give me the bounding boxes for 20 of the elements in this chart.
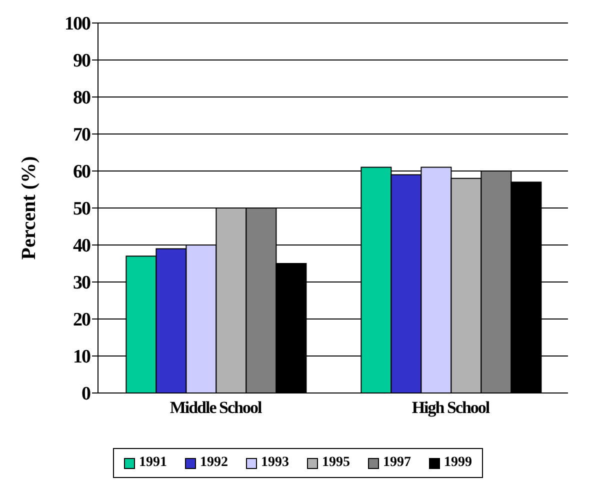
- legend-label: 1991: [139, 455, 167, 471]
- y-tick-label: 0: [82, 384, 90, 405]
- legend-label: 1995: [322, 455, 350, 471]
- legend-label: 1992: [200, 455, 228, 471]
- y-tick-label: 80: [73, 88, 90, 109]
- x-tick-label: Middle School: [170, 398, 262, 418]
- y-tick-label: 70: [73, 124, 90, 146]
- y-axis-title: Percent (%): [18, 156, 40, 260]
- y-tick-label: 90: [73, 50, 90, 72]
- y-tick-label: 20: [73, 310, 90, 331]
- y-tick-label: 30: [73, 272, 90, 294]
- y-tick-label: 10: [73, 346, 90, 368]
- legend-label: 1993: [261, 455, 289, 471]
- legend-label: 1999: [444, 455, 472, 471]
- x-tick-label: High School: [412, 398, 490, 418]
- legend-label: 1997: [383, 455, 411, 471]
- y-tick-label: 40: [73, 236, 90, 257]
- y-tick-label: 60: [73, 162, 90, 183]
- y-tick-label: 50: [73, 198, 90, 220]
- y-tick-label: 100: [64, 14, 90, 35]
